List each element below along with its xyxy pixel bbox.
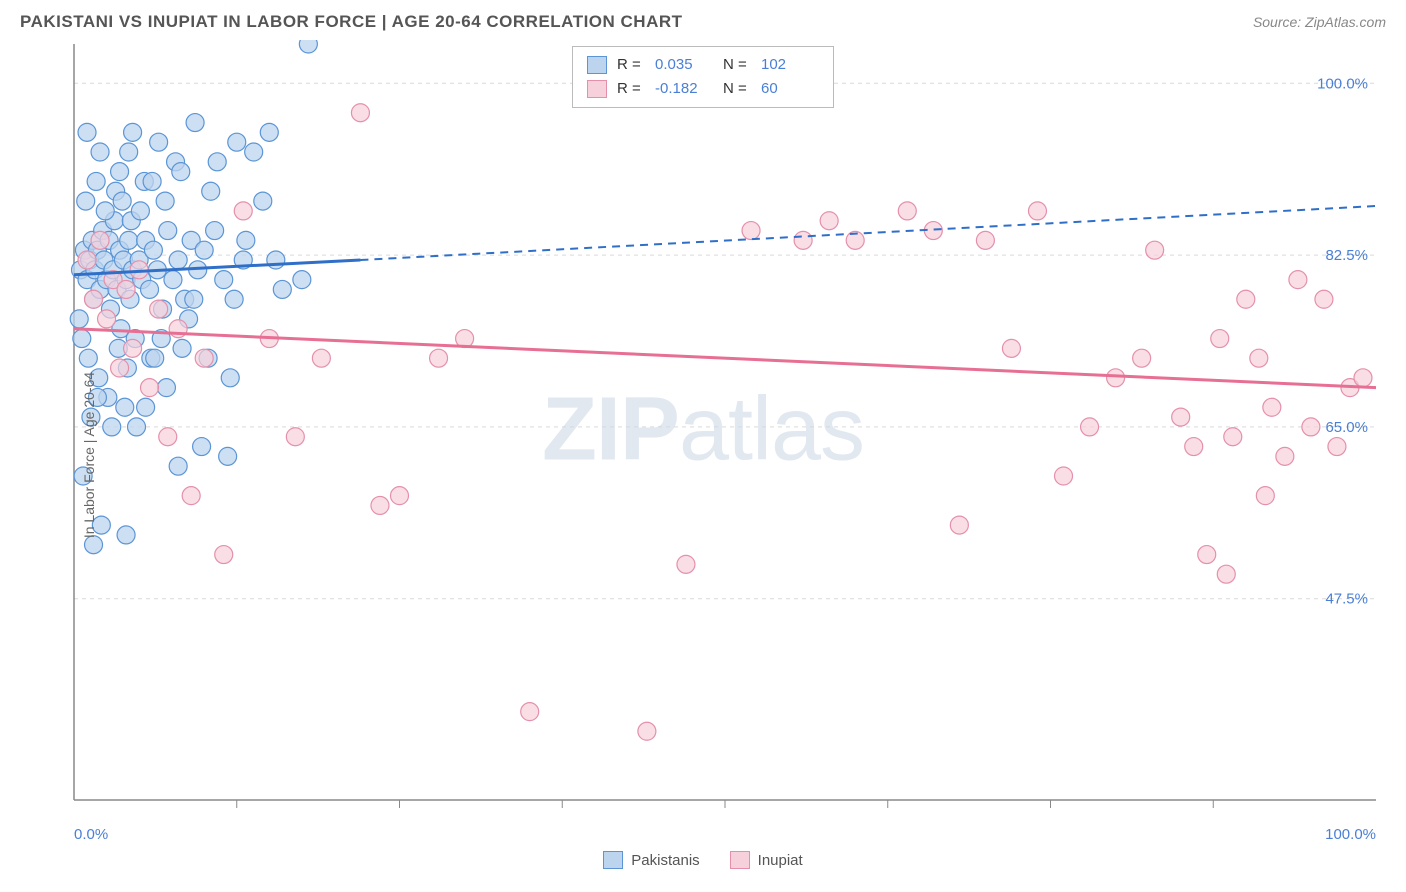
swatch-inupiat-icon — [730, 851, 750, 869]
scatter-chart: 47.5% 65.0% 82.5% 100.0% — [20, 40, 1386, 820]
chart-container: In Labor Force | Age 20-64 47.5% 65.0% 82.… — [20, 40, 1386, 869]
source-label: Source: ZipAtlas.com — [1253, 14, 1386, 30]
svg-text:65.0%: 65.0% — [1325, 419, 1368, 436]
swatch-pakistanis — [587, 56, 607, 74]
legend-row-a: R = 0.035 N = 102 — [587, 53, 819, 77]
x-min-label: 0.0% — [74, 826, 108, 843]
svg-text:47.5%: 47.5% — [1325, 591, 1368, 608]
svg-text:100.0%: 100.0% — [1317, 75, 1368, 92]
x-axis-labels: 0.0% 100.0% — [20, 826, 1386, 843]
y-axis-label: In Labor Force | Age 20-64 — [81, 371, 97, 537]
series-legend: Pakistanis Inupiat — [20, 851, 1386, 869]
correlation-legend: R = 0.035 N = 102 R = -0.182 N = 60 — [572, 46, 834, 108]
legend-row-b: R = -0.182 N = 60 — [587, 77, 819, 101]
legend-item-pakistanis: Pakistanis — [603, 851, 699, 869]
svg-text:82.5%: 82.5% — [1325, 247, 1368, 264]
legend-item-inupiat: Inupiat — [730, 851, 803, 869]
swatch-pakistanis-icon — [603, 851, 623, 869]
chart-title: PAKISTANI VS INUPIAT IN LABOR FORCE | AG… — [20, 12, 683, 32]
x-max-label: 100.0% — [1325, 826, 1376, 843]
swatch-inupiat — [587, 80, 607, 98]
chart-header: PAKISTANI VS INUPIAT IN LABOR FORCE | AG… — [0, 0, 1406, 40]
